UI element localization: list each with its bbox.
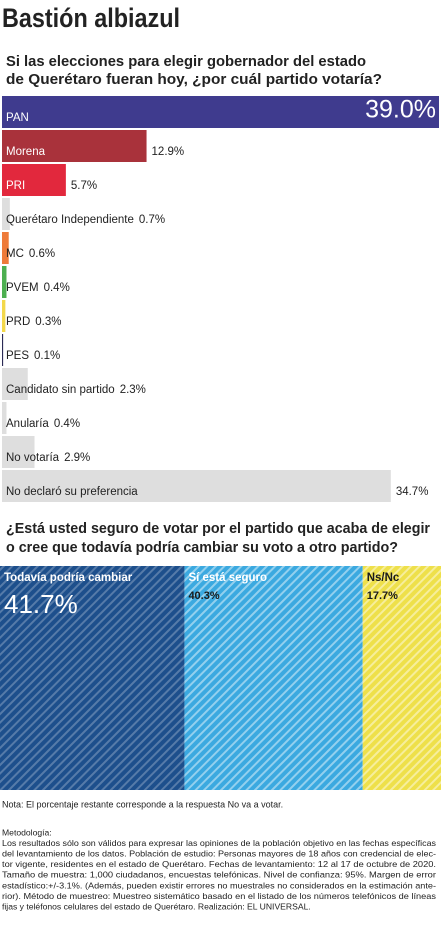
- methodology-line: estadístico:+/-3.1%. (Además, pueden exi…: [2, 880, 436, 890]
- category-label: PRI: [6, 180, 25, 192]
- segment: [362, 566, 441, 790]
- bar: [2, 300, 6, 332]
- segment-label: Todavía podría cambiar: [4, 572, 133, 584]
- value-label: 40.3%: [188, 590, 219, 602]
- chart-title: Si las elecciones para elegir gobernador…: [6, 54, 366, 70]
- bar: [2, 334, 4, 366]
- bar: [2, 164, 66, 196]
- methodology-line: Los resultados sólo son válidos para exp…: [2, 838, 436, 848]
- value-label: 2.3%: [120, 384, 146, 396]
- bar: [2, 198, 10, 230]
- bar: [2, 130, 147, 162]
- segment: [0, 566, 185, 790]
- chart-title: o cree que todavía podría cambiar su vot…: [6, 540, 398, 556]
- value-label: 34.7%: [396, 486, 429, 498]
- bar: [2, 470, 391, 502]
- bar: [2, 402, 7, 434]
- segment-label: Ns/Nc: [367, 572, 400, 584]
- methodology-line: del levantamiento de los datos. Població…: [2, 848, 436, 858]
- bar: [2, 266, 7, 298]
- category-label: No declaró su preferencia: [6, 486, 138, 498]
- value-label: 12.9%: [152, 146, 185, 158]
- value-label: 0.7%: [139, 214, 165, 226]
- category-label: Querétaro Independiente: [6, 214, 134, 226]
- bar: [2, 368, 28, 400]
- value-label: 0.3%: [35, 316, 61, 328]
- category-label: Anularía: [6, 418, 49, 430]
- value-label: 0.1%: [34, 350, 60, 362]
- value-label: 0.4%: [44, 282, 70, 294]
- methodology-line: fijas y teléfonos celulares del estado d…: [2, 901, 311, 911]
- value-label: 2.9%: [64, 452, 90, 464]
- note: Nota: El porcentaje restante corresponde…: [2, 799, 283, 809]
- category-label: PVEM: [6, 282, 39, 294]
- value-label: 5.7%: [71, 180, 97, 192]
- methodology-line: tor vigente, residentes en el estado de …: [2, 859, 436, 869]
- page-title: Bastión albiazul: [2, 3, 180, 33]
- value-label: 0.4%: [54, 418, 80, 430]
- category-label: PAN: [6, 112, 29, 124]
- bar: [2, 232, 9, 264]
- chart-title: de Querétaro fueran hoy, ¿por cuál parti…: [6, 72, 382, 88]
- value-label: 39.0%: [365, 96, 436, 124]
- bar: [2, 96, 439, 128]
- category-label: No votaría: [6, 452, 60, 464]
- methodology-line: Tamaño de muestra: 1,000 ciudadanos, enc…: [2, 870, 436, 880]
- category-label: Morena: [6, 146, 46, 158]
- category-label: PES: [6, 350, 29, 362]
- value-label: 17.7%: [367, 590, 398, 602]
- bar: [2, 436, 35, 468]
- segment-label: Sí está seguro: [188, 572, 267, 584]
- chart-title: ¿Está usted seguro de votar por el parti…: [6, 521, 430, 537]
- category-label: Candidato sin partido: [6, 384, 115, 396]
- category-label: PRD: [6, 316, 30, 328]
- value-label: 41.7%: [4, 589, 78, 619]
- value-label: 0.6%: [29, 248, 55, 260]
- category-label: MC: [6, 248, 24, 260]
- segment: [184, 566, 363, 790]
- methodology-line: Metodología:: [2, 827, 52, 837]
- methodology-line: rior). Método de muestreo: Muestreo sist…: [2, 891, 436, 901]
